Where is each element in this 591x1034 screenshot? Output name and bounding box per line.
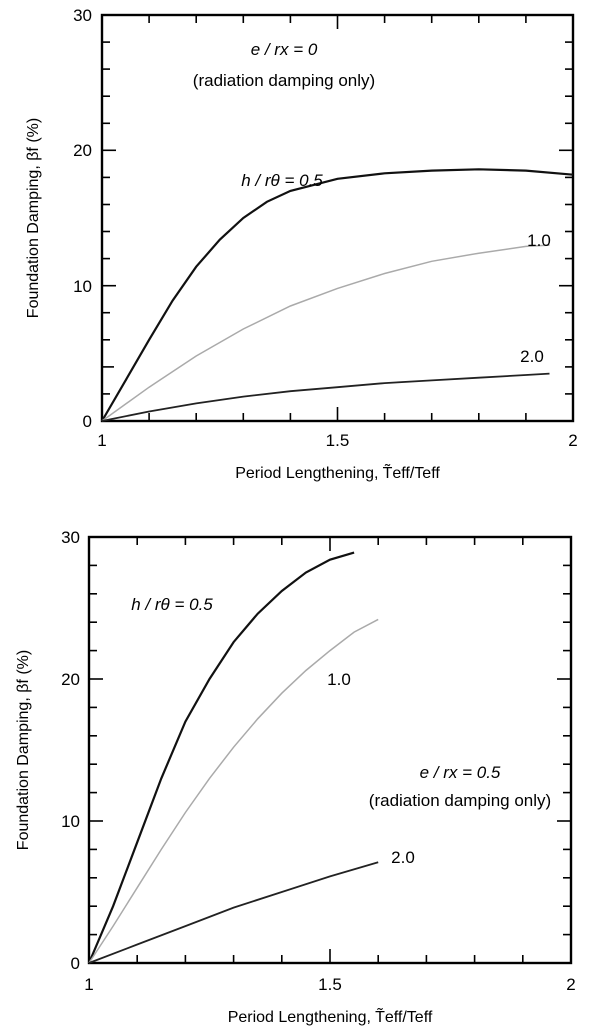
chart-2-y-tick-30: 30	[61, 528, 80, 547]
chart-1-x-tick-1.5: 1.5	[326, 431, 350, 450]
chart-2-y-tick-20: 20	[61, 670, 80, 689]
chart-2-annotation-condition: e / rx = 0.5	[420, 763, 501, 782]
chart-1-annotation-condition: e / rx = 0	[251, 40, 318, 59]
chart-2-series-line-0	[87, 551, 355, 964]
chart-1-series-line-0	[101, 168, 574, 422]
chart-2-y-ticks	[89, 564, 571, 936]
chart-2-x-axis-label: Period Lengthening, T̃eff/Teff	[228, 1006, 433, 1026]
chart-2-y-tick-10: 10	[61, 812, 80, 831]
chart-1-series-line-1	[101, 244, 550, 422]
chart-1-x-ticks	[148, 15, 527, 421]
chart-2-x-ticks	[136, 537, 524, 963]
chart-1-y-tick-20: 20	[73, 141, 92, 160]
chart-1-series-label-2: 2.0	[520, 347, 544, 366]
chart-2-series-label-1: 1.0	[327, 670, 351, 689]
chart-2-series-label-2: 2.0	[391, 848, 415, 867]
chart-2-series-line-1	[88, 618, 379, 964]
chart-1-series-label-0: h / rθ = 0.5	[241, 171, 323, 190]
chart-1-series-line-2	[101, 372, 550, 422]
chart-2-annotation-note: (radiation damping only)	[369, 791, 551, 810]
chart-1-annotation-note: (radiation damping only)	[193, 71, 375, 90]
chart-2-x-tick-1.5: 1.5	[318, 975, 342, 994]
chart-2-y-axis-label: Foundation Damping, βf (%)	[15, 650, 32, 850]
chart-2: 0 10 20 30 1 1.5 2 Period Lengthening, T…	[15, 528, 576, 1026]
chart-1-y-ticks	[102, 41, 573, 395]
chart-1-y-axis-label: Foundation Damping, βf (%)	[25, 118, 42, 318]
chart-1-y-tick-10: 10	[73, 277, 92, 296]
chart-1-y-tick-0: 0	[83, 412, 92, 431]
chart-1-series-label-1: 1.0	[527, 231, 551, 250]
chart-2-y-tick-0: 0	[71, 954, 80, 973]
chart-1-x-tick-2: 2	[568, 431, 577, 450]
chart-2-series-label-0: h / rθ = 0.5	[131, 595, 213, 614]
chart-2-series-line-2	[88, 861, 379, 964]
chart-1: 0 10 20 30 1 1.5 2 Period Lengthening, T…	[25, 6, 578, 482]
chart-1-y-tick-30: 30	[73, 6, 92, 25]
chart-2-x-tick-2: 2	[566, 975, 575, 994]
chart-2-x-tick-1: 1	[84, 975, 93, 994]
chart-1-x-axis-label: Period Lengthening, T̃eff/Teff	[235, 462, 440, 482]
chart-1-x-tick-1: 1	[97, 431, 106, 450]
